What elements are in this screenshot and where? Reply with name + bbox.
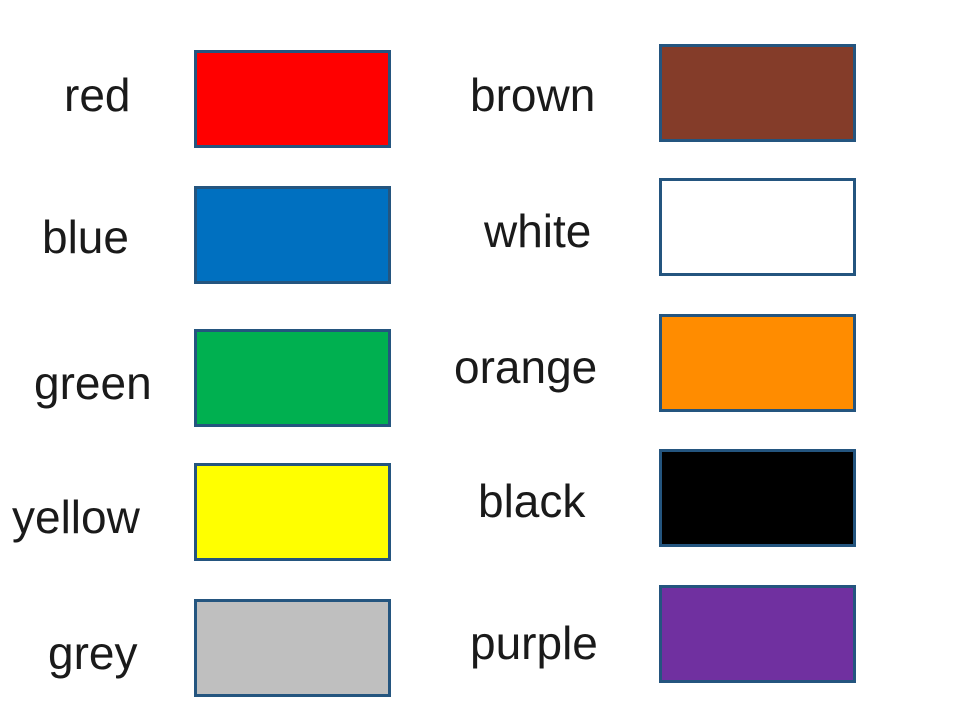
color-label-purple: purple	[470, 617, 598, 669]
color-swatch-blue	[194, 186, 391, 284]
color-swatch-orange	[659, 314, 856, 412]
color-label-yellow: yellow	[12, 491, 140, 543]
color-swatch-black	[659, 449, 856, 547]
color-swatch-grey	[194, 599, 391, 697]
color-label-white: white	[484, 205, 592, 257]
color-swatch-green	[194, 329, 391, 427]
color-label-grey: grey	[48, 627, 138, 679]
color-swatch-red	[194, 50, 391, 148]
color-swatch-purple	[659, 585, 856, 683]
color-swatch-white	[659, 178, 856, 276]
color-label-blue: blue	[42, 211, 129, 263]
color-swatch-brown	[659, 44, 856, 142]
color-label-orange: orange	[454, 341, 598, 393]
color-label-black: black	[478, 475, 586, 527]
color-label-red: red	[64, 69, 131, 121]
color-label-brown: brown	[470, 69, 596, 121]
color-swatch-yellow	[194, 463, 391, 561]
color-label-green: green	[34, 357, 152, 409]
